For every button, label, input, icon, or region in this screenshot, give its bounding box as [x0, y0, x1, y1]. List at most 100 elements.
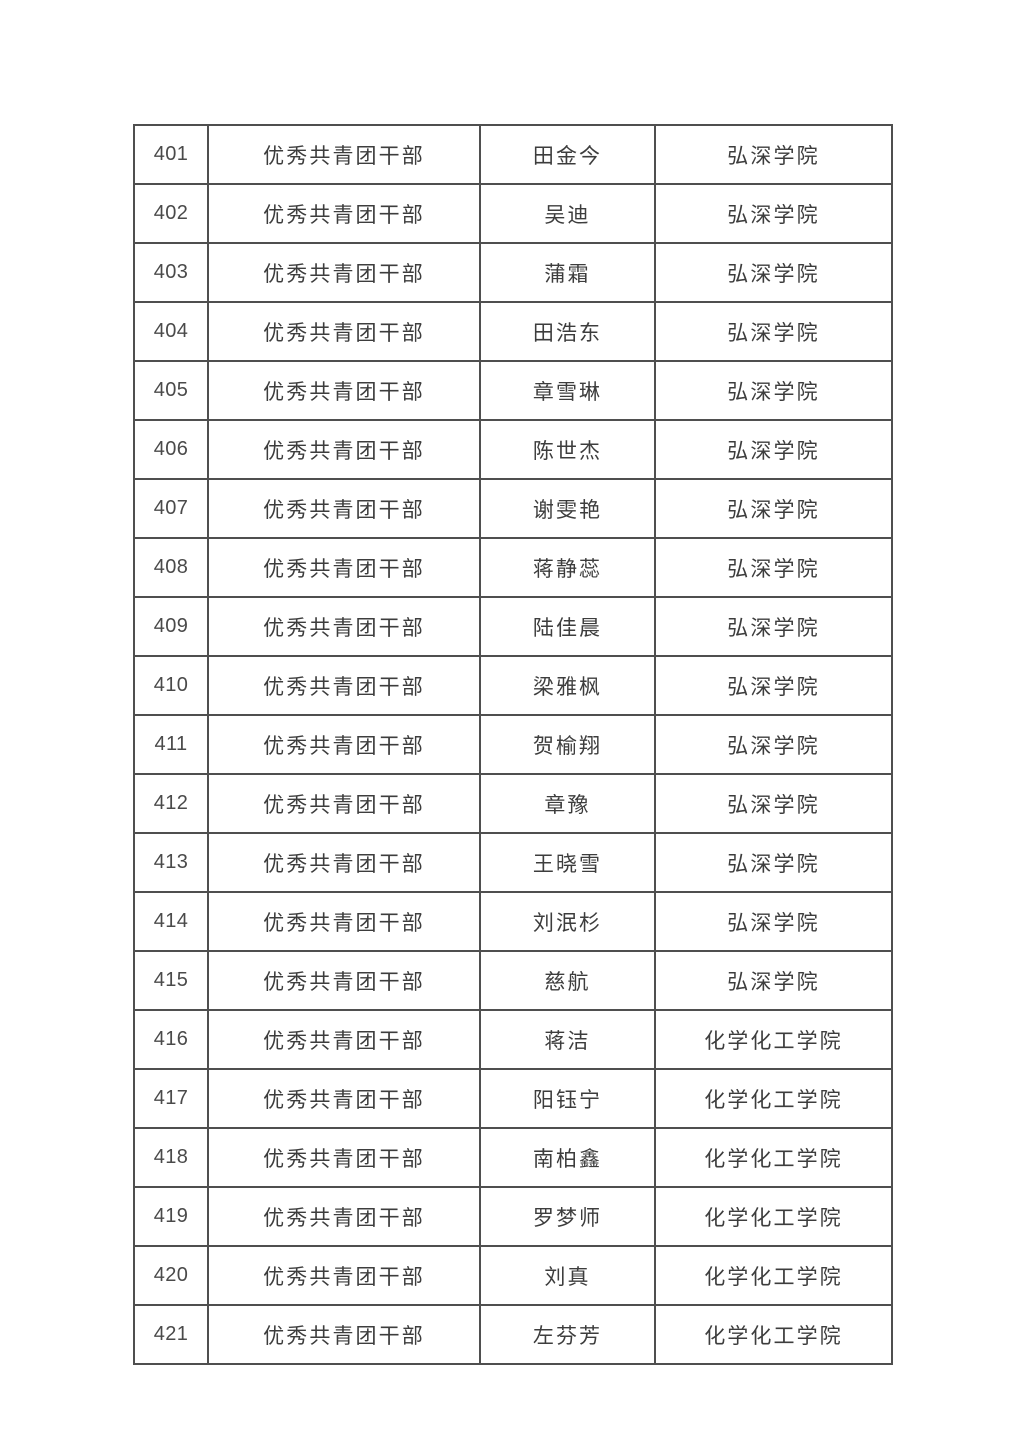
award-title-cell: 优秀共青团干部 [207, 1127, 481, 1188]
row-number-cell: 407 [133, 478, 209, 539]
table-row: 418 优秀共青团干部 南柏鑫 化学化工学院 [133, 1127, 893, 1188]
college-cell: 弘深学院 [654, 242, 893, 303]
row-number-cell: 413 [133, 832, 209, 893]
table-row: 411 优秀共青团干部 贺榆翔 弘深学院 [133, 714, 893, 775]
award-title-cell: 优秀共青团干部 [207, 537, 481, 598]
table-row: 408 优秀共青团干部 蒋静蕊 弘深学院 [133, 537, 893, 598]
college-cell: 弘深学院 [654, 301, 893, 362]
award-title-cell: 优秀共青团干部 [207, 124, 481, 185]
college-cell: 弘深学院 [654, 360, 893, 421]
college-cell: 化学化工学院 [654, 1009, 893, 1070]
row-number-cell: 411 [133, 714, 209, 775]
table-row: 405 优秀共青团干部 章雪琳 弘深学院 [133, 360, 893, 421]
college-cell: 弘深学院 [654, 537, 893, 598]
student-name-cell: 谢雯艳 [479, 478, 656, 539]
student-name-cell: 田金今 [479, 124, 656, 185]
row-number-cell: 401 [133, 124, 209, 185]
award-title-cell: 优秀共青团干部 [207, 360, 481, 421]
student-name-cell: 慈航 [479, 950, 656, 1011]
student-name-cell: 刘泯杉 [479, 891, 656, 952]
college-cell: 弘深学院 [654, 419, 893, 480]
student-name-cell: 田浩东 [479, 301, 656, 362]
row-number-cell: 404 [133, 301, 209, 362]
row-number-cell: 408 [133, 537, 209, 598]
student-name-cell: 南柏鑫 [479, 1127, 656, 1188]
award-title-cell: 优秀共青团干部 [207, 301, 481, 362]
award-title-cell: 优秀共青团干部 [207, 655, 481, 716]
row-number-cell: 420 [133, 1245, 209, 1306]
college-cell: 化学化工学院 [654, 1068, 893, 1129]
row-number-cell: 419 [133, 1186, 209, 1247]
awards-table-body: 401 优秀共青团干部 田金今 弘深学院 402 优秀共青团干部 吴迪 弘深学院 403 优秀共青… [133, 124, 893, 1365]
college-cell: 弘深学院 [654, 950, 893, 1011]
award-title-cell: 优秀共青团干部 [207, 950, 481, 1011]
award-title-cell: 优秀共青团干部 [207, 1068, 481, 1129]
college-cell: 弘深学院 [654, 832, 893, 893]
college-cell: 弘深学院 [654, 124, 893, 185]
student-name-cell: 章雪琳 [479, 360, 656, 421]
row-number-cell: 412 [133, 773, 209, 834]
table-row: 407 优秀共青团干部 谢雯艳 弘深学院 [133, 478, 893, 539]
college-cell: 弘深学院 [654, 596, 893, 657]
table-row: 417 优秀共青团干部 阳钰宁 化学化工学院 [133, 1068, 893, 1129]
student-name-cell: 阳钰宁 [479, 1068, 656, 1129]
row-number-cell: 403 [133, 242, 209, 303]
table-row: 416 优秀共青团干部 蒋洁 化学化工学院 [133, 1009, 893, 1070]
award-title-cell: 优秀共青团干部 [207, 478, 481, 539]
row-number-cell: 421 [133, 1304, 209, 1365]
college-cell: 化学化工学院 [654, 1245, 893, 1306]
row-number-cell: 414 [133, 891, 209, 952]
student-name-cell: 蒲霜 [479, 242, 656, 303]
table-row: 409 优秀共青团干部 陆佳晨 弘深学院 [133, 596, 893, 657]
award-title-cell: 优秀共青团干部 [207, 714, 481, 775]
student-name-cell: 蒋静蕊 [479, 537, 656, 598]
table-row: 406 优秀共青团干部 陈世杰 弘深学院 [133, 419, 893, 480]
college-cell: 弘深学院 [654, 655, 893, 716]
table-row: 401 优秀共青团干部 田金今 弘深学院 [133, 124, 893, 185]
college-cell: 弘深学院 [654, 891, 893, 952]
student-name-cell: 蒋洁 [479, 1009, 656, 1070]
awards-table: 401 优秀共青团干部 田金今 弘深学院 402 优秀共青团干部 吴迪 弘深学院 403 优秀共青… [133, 124, 893, 1365]
award-title-cell: 优秀共青团干部 [207, 1245, 481, 1306]
row-number-cell: 418 [133, 1127, 209, 1188]
student-name-cell: 贺榆翔 [479, 714, 656, 775]
row-number-cell: 406 [133, 419, 209, 480]
student-name-cell: 罗梦师 [479, 1186, 656, 1247]
student-name-cell: 刘真 [479, 1245, 656, 1306]
award-title-cell: 优秀共青团干部 [207, 1009, 481, 1070]
row-number-cell: 417 [133, 1068, 209, 1129]
award-title-cell: 优秀共青团干部 [207, 242, 481, 303]
row-number-cell: 416 [133, 1009, 209, 1070]
table-row: 412 优秀共青团干部 章豫 弘深学院 [133, 773, 893, 834]
table-row: 413 优秀共青团干部 王晓雪 弘深学院 [133, 832, 893, 893]
student-name-cell: 陆佳晨 [479, 596, 656, 657]
table-row: 419 优秀共青团干部 罗梦师 化学化工学院 [133, 1186, 893, 1247]
award-title-cell: 优秀共青团干部 [207, 891, 481, 952]
college-cell: 化学化工学院 [654, 1127, 893, 1188]
table-row: 415 优秀共青团干部 慈航 弘深学院 [133, 950, 893, 1011]
table-row: 403 优秀共青团干部 蒲霜 弘深学院 [133, 242, 893, 303]
row-number-cell: 410 [133, 655, 209, 716]
student-name-cell: 王晓雪 [479, 832, 656, 893]
row-number-cell: 402 [133, 183, 209, 244]
student-name-cell: 左芬芳 [479, 1304, 656, 1365]
table-row: 414 优秀共青团干部 刘泯杉 弘深学院 [133, 891, 893, 952]
row-number-cell: 409 [133, 596, 209, 657]
college-cell: 弘深学院 [654, 714, 893, 775]
award-title-cell: 优秀共青团干部 [207, 1186, 481, 1247]
student-name-cell: 吴迪 [479, 183, 656, 244]
student-name-cell: 章豫 [479, 773, 656, 834]
college-cell: 化学化工学院 [654, 1186, 893, 1247]
college-cell: 化学化工学院 [654, 1304, 893, 1365]
award-title-cell: 优秀共青团干部 [207, 832, 481, 893]
award-title-cell: 优秀共青团干部 [207, 419, 481, 480]
college-cell: 弘深学院 [654, 183, 893, 244]
table-row: 404 优秀共青团干部 田浩东 弘深学院 [133, 301, 893, 362]
college-cell: 弘深学院 [654, 478, 893, 539]
row-number-cell: 415 [133, 950, 209, 1011]
student-name-cell: 陈世杰 [479, 419, 656, 480]
table-row: 410 优秀共青团干部 梁雅枫 弘深学院 [133, 655, 893, 716]
student-name-cell: 梁雅枫 [479, 655, 656, 716]
award-title-cell: 优秀共青团干部 [207, 1304, 481, 1365]
